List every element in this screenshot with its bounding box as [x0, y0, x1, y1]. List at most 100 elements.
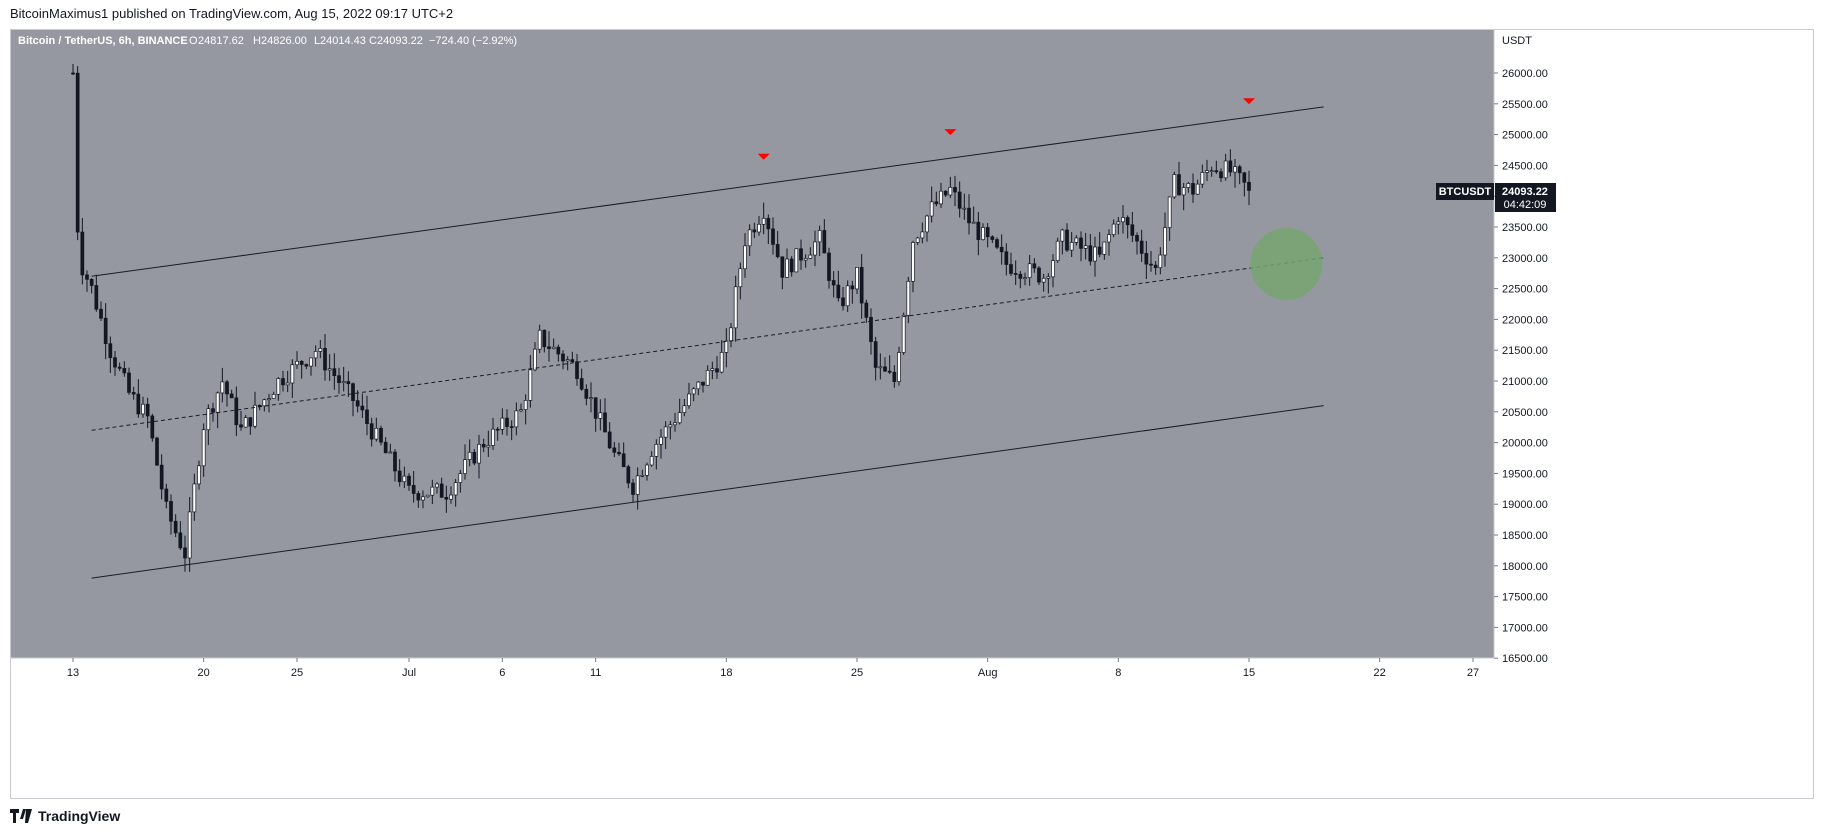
candle-body [1023, 277, 1027, 279]
candle-body [906, 280, 911, 316]
candle-body [1069, 242, 1074, 251]
candle-body [337, 375, 341, 384]
candle-body [435, 483, 439, 488]
candle-body [1177, 174, 1181, 196]
price-axis[interactable]: USDT 26000.00 25500.00 25000.00 24500.00 240… [1493, 30, 1548, 665]
candle-body [1065, 229, 1069, 251]
candle-body [668, 424, 673, 428]
candle-body [1237, 166, 1242, 174]
legend-l-value: 24014.43 [320, 35, 366, 47]
candle-body [747, 229, 752, 247]
candle-body [841, 297, 845, 307]
candle-body [295, 360, 299, 366]
candle-body [1121, 217, 1125, 223]
candle-body [738, 268, 743, 288]
candle-body [365, 409, 369, 425]
candle-body [1116, 221, 1121, 225]
candle-body [1125, 217, 1130, 226]
candle-body [869, 316, 873, 342]
candle-body [397, 470, 402, 483]
candle-body [444, 496, 449, 500]
candle-body [1153, 264, 1158, 269]
candle-body [579, 378, 584, 390]
candle-body [542, 329, 547, 348]
candle-series [71, 64, 1251, 572]
candle-body [943, 190, 948, 196]
candle-body [281, 378, 285, 386]
candle-body [617, 451, 621, 455]
candle-body [1163, 227, 1167, 256]
price-tick-label: 24500.00 [1502, 160, 1548, 172]
candle-body [635, 475, 640, 495]
candle-body [911, 242, 915, 282]
candle-body [453, 482, 458, 496]
candle-body [234, 397, 239, 426]
candle-body [486, 445, 491, 448]
candle-body [467, 451, 472, 460]
candle-body [659, 436, 663, 445]
candle-body [757, 223, 761, 233]
candle-body [173, 520, 178, 534]
legend-h-label: H [253, 35, 261, 47]
channel-lower-line [91, 405, 1324, 579]
candle-body [673, 422, 677, 426]
candle-body [108, 343, 113, 359]
candle-body [276, 378, 281, 395]
candle-body [430, 486, 435, 496]
candle-body [528, 369, 533, 401]
price-tick-label: 26000.00 [1502, 68, 1548, 80]
ohlc-legend: Bitcoin / TetherUS, 6h, BINANCE O 24817.… [18, 35, 517, 47]
candle-body [873, 341, 878, 368]
candle-body [351, 383, 355, 402]
candle-body [355, 400, 360, 407]
candle-body [901, 314, 906, 353]
time-tick-label: 18 [720, 667, 732, 679]
time-tick-label: 20 [198, 667, 210, 679]
candle-body [1097, 246, 1102, 255]
candle-body [990, 236, 995, 240]
chart-panel[interactable]: Bitcoin / TetherUS, 6h, BINANCE O 24817.… [10, 29, 1814, 799]
candle-body [537, 329, 542, 350]
candle-body [169, 501, 173, 522]
candle-body [159, 464, 164, 490]
candle-body [94, 285, 99, 310]
time-axis[interactable]: 13 20 25 Jul 6 11 18 25 Aug 8 15 22 27 [11, 657, 1494, 679]
candle-body [75, 72, 80, 233]
published-line: BitcoinMaximus1 published on TradingView… [10, 6, 454, 21]
candle-body [1041, 277, 1046, 283]
candle-body [1139, 240, 1144, 254]
price-chart[interactable]: Bitcoin / TetherUS, 6h, BINANCE O 24817.… [11, 30, 1815, 800]
price-tick-label: 17500.00 [1502, 592, 1548, 604]
price-tick-label: 18500.00 [1502, 530, 1548, 542]
candle-body [1135, 235, 1139, 242]
candle-body [318, 348, 323, 352]
candle-body [771, 228, 775, 245]
price-tick-label: 19000.00 [1502, 499, 1548, 511]
candle-body [957, 191, 962, 209]
candle-body [463, 459, 467, 474]
candle-body [570, 359, 575, 363]
candle-body [883, 366, 887, 372]
tradingview-logo[interactable]: TradingView [10, 808, 120, 824]
time-tick-label: 27 [1467, 667, 1479, 679]
candle-body [1074, 237, 1079, 243]
candle-body [1102, 241, 1107, 255]
candle-body [654, 443, 659, 457]
legend-o-value: 24817.62 [198, 35, 244, 47]
candle-body [631, 482, 635, 495]
candle-body [290, 364, 295, 384]
price-tick-label: 23500.00 [1502, 222, 1548, 234]
candle-body [113, 357, 117, 368]
candle-body [761, 217, 766, 225]
candle-body [785, 258, 789, 278]
candle-body [206, 408, 211, 431]
candle-body [304, 364, 309, 367]
time-tick-label: 11 [590, 667, 601, 679]
candle-body [239, 424, 243, 428]
legend-symbol: Bitcoin / TetherUS, 6h, BINANCE [18, 35, 188, 47]
candle-body [1083, 245, 1088, 249]
legend-change: −724.40 (−2.92%) [429, 35, 517, 47]
candle-body [369, 423, 374, 440]
resistance-marker [1243, 98, 1255, 105]
plot-area[interactable] [11, 30, 1494, 658]
